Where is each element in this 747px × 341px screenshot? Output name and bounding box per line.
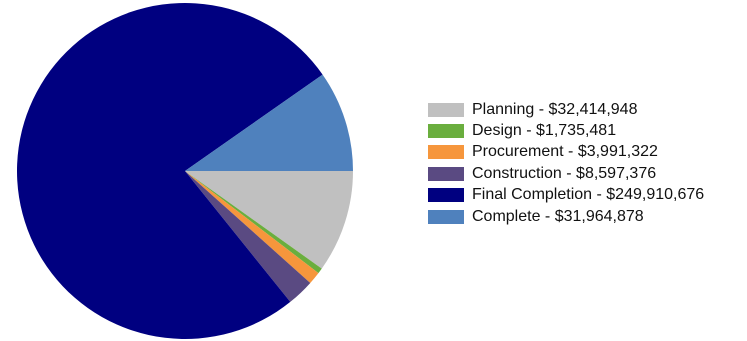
legend-swatch	[428, 145, 464, 160]
pie-slices	[16, 2, 353, 339]
legend-item-design: Design - $1,735,481	[428, 120, 704, 141]
legend-label: Construction - $8,597,376	[472, 164, 657, 182]
pie-slice-construction	[185, 171, 311, 302]
legend-label: Complete - $31,964,878	[472, 207, 644, 225]
legend-swatch	[428, 166, 464, 181]
pie-slice-final-completion	[16, 2, 323, 339]
legend-item-complete: Complete - $31,964,878	[428, 206, 704, 227]
pie-slice-procurement	[185, 171, 319, 283]
pie-slice-complete	[185, 74, 353, 171]
legend-swatch	[428, 188, 464, 203]
legend-item-procurement: Procurement - $3,991,322	[428, 142, 704, 163]
legend-item-final-completion: Final Completion - $249,910,676	[428, 185, 704, 206]
legend-label: Procurement - $3,991,322	[472, 143, 658, 161]
legend-swatch	[428, 124, 464, 139]
pie-slice-design	[185, 171, 322, 274]
legend-label: Final Completion - $249,910,676	[472, 186, 705, 204]
legend-item-construction: Construction - $8,597,376	[428, 163, 704, 184]
legend-label: Design - $1,735,481	[472, 122, 617, 140]
pie-slice-planning	[185, 171, 353, 269]
chart-legend: Planning - $32,414,948 Design - $1,735,48…	[428, 99, 704, 227]
legend-swatch	[428, 209, 464, 224]
legend-label: Planning - $32,414,948	[472, 100, 638, 118]
legend-swatch	[428, 102, 464, 117]
legend-item-planning: Planning - $32,414,948	[428, 99, 704, 120]
